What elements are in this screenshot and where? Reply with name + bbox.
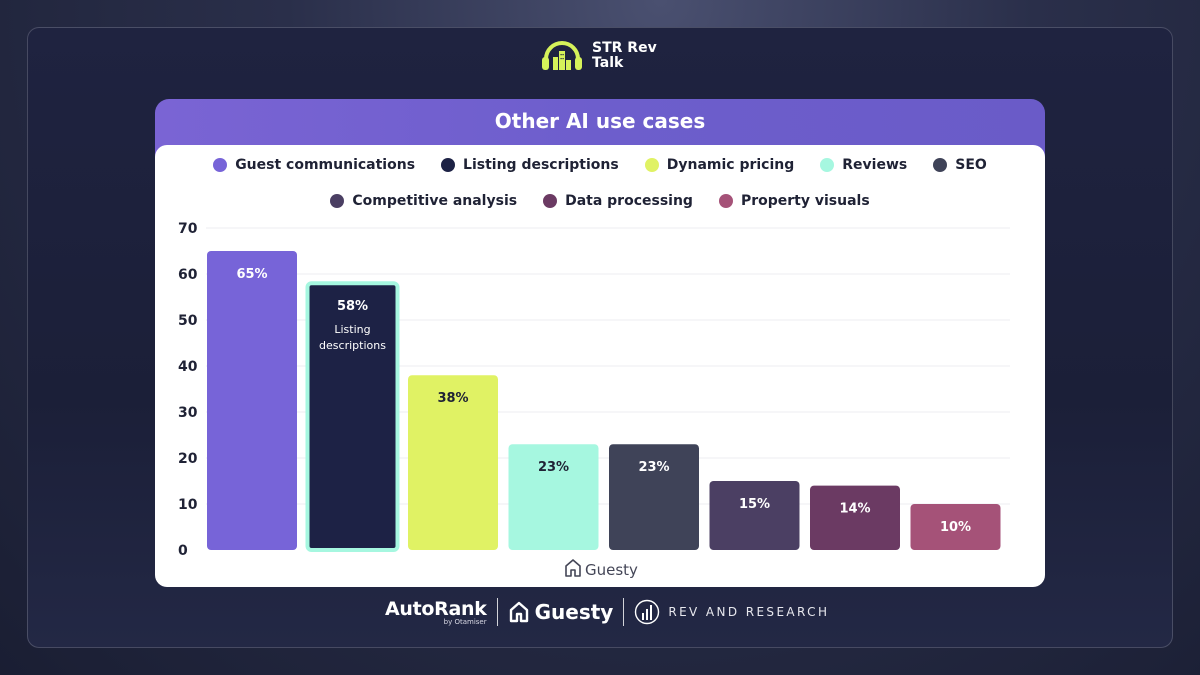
legend-row: Guest communications Listing descriptions…	[155, 157, 1045, 173]
guesty-house-icon	[565, 559, 581, 577]
brand-name: STR Rev Talk	[592, 41, 672, 71]
autorank-subtitle: by Otamiser	[443, 618, 487, 626]
bar	[709, 481, 800, 550]
y-tick-label: 50	[178, 313, 198, 329]
legend-item: Guest communications	[213, 157, 415, 173]
bar-chart: 0 10 20 30 40 50 60 70 65% 58% Listing descriptions…	[178, 221, 1010, 579]
guesty-watermark: Guesty	[565, 559, 638, 579]
bar	[810, 485, 900, 550]
bar	[305, 281, 400, 552]
guesty-logo: Guesty	[508, 600, 614, 624]
bar-value-label: 58%	[337, 299, 368, 314]
legend-swatch	[213, 158, 228, 172]
y-tick-label: 60	[178, 267, 198, 283]
legend-label: Dynamic pricing	[666, 157, 795, 173]
autorank-logo: AutoRank by Otamiser	[385, 598, 487, 626]
legend-label: Guest communications	[235, 157, 416, 173]
brand-logo: STR Rev Talk	[540, 36, 672, 76]
legend-swatch	[330, 194, 345, 208]
legend-item: Competitive analysis	[330, 193, 517, 209]
legend-item: Listing descriptions	[441, 157, 619, 173]
guesty-name: Guesty	[534, 600, 614, 624]
legend-label: Property visuals	[740, 193, 870, 209]
legend-label: Listing descriptions	[463, 157, 619, 173]
bar-value-label: 65%	[236, 267, 267, 282]
legend-item: Property visuals	[718, 193, 870, 209]
bar	[910, 504, 1001, 550]
rev-research-icon	[635, 599, 660, 625]
rev-research-logo: REV AND RESEARCH	[634, 599, 829, 625]
legend-swatch	[933, 158, 948, 172]
rev-research-name: REV AND RESEARCH	[668, 605, 830, 619]
y-tick-label: 70	[178, 221, 198, 237]
bar-value-label: 23%	[638, 460, 669, 475]
bar-value-label: 38%	[437, 391, 468, 406]
bar-value-label: 23%	[538, 460, 569, 475]
bar	[207, 251, 297, 550]
legend-item: Dynamic pricing	[644, 157, 795, 173]
y-tick-label: 20	[178, 451, 198, 467]
guesty-house-icon	[509, 601, 528, 623]
autorank-name: AutoRank	[385, 598, 487, 620]
card-title: Other AI use cases	[494, 109, 706, 133]
y-tick-label: 0	[178, 543, 188, 559]
y-tick-label: 40	[178, 359, 198, 375]
legend-swatch	[441, 158, 456, 172]
y-tick-label: 10	[178, 497, 198, 513]
legend-label: Reviews	[842, 157, 908, 173]
bar-value-label: 10%	[940, 520, 971, 535]
headphones-city-icon	[540, 35, 584, 77]
legend-swatch	[543, 194, 558, 208]
brand-line-1: STR Rev	[592, 40, 657, 56]
legend-item: SEO	[933, 157, 987, 173]
divider	[623, 598, 625, 626]
bar-annotation: Listing	[334, 323, 370, 336]
bar	[408, 375, 498, 550]
bar	[508, 444, 599, 550]
legend-label: SEO	[955, 157, 987, 173]
bar-value-label: 15%	[739, 497, 770, 512]
divider	[496, 598, 498, 626]
legend-label: Data processing	[565, 193, 693, 209]
bar-annotation: descriptions	[319, 339, 386, 352]
footer-logos: AutoRank by Otamiser Guesty REV AND RESE…	[385, 595, 829, 629]
bar	[609, 444, 699, 550]
bar-value-label: 14%	[839, 502, 870, 517]
legend-item: Reviews	[820, 157, 907, 173]
legend-swatch	[820, 158, 835, 172]
y-tick-label: 30	[178, 405, 198, 421]
chart-card: Guest communications Listing descriptions…	[155, 145, 1045, 587]
legend-label: Competitive analysis	[352, 193, 518, 209]
legend-item: Data processing	[543, 193, 693, 209]
legend-swatch	[644, 158, 659, 172]
legend-row: Competitive analysis Data processing Prope…	[155, 193, 1045, 209]
watermark-text: Guesty	[585, 561, 638, 579]
legend-swatch	[718, 194, 733, 208]
brand-line-2: Talk	[592, 55, 624, 71]
